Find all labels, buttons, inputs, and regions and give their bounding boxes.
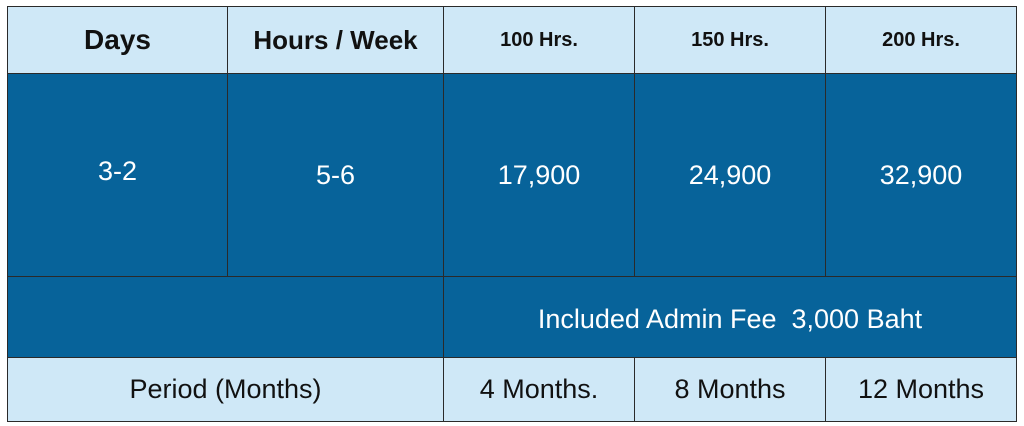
days-value: 3-2: [97, 155, 138, 186]
period-200: 12 Months: [825, 357, 1017, 422]
pricing-table-container: Days Hours / Week 100 Hrs. 150 Hrs. 200 …: [7, 6, 1017, 422]
price-150-value: 24,900: [688, 159, 772, 190]
header-row: Days Hours / Week 100 Hrs. 150 Hrs. 200 …: [7, 6, 1017, 74]
hours-week-value: 5-6: [315, 159, 356, 190]
cell-price-200: 32,900: [825, 73, 1017, 277]
header-150-hrs: 150 Hrs.: [634, 6, 826, 74]
cell-price-150: 24,900: [634, 73, 826, 277]
header-days: Days: [7, 6, 228, 74]
price-200-value: 32,900: [879, 159, 963, 190]
admin-fee-cell: Included Admin Fee 3,000 Baht: [443, 276, 1017, 358]
admin-fee-blank-cell: [7, 276, 444, 358]
pricing-table: Days Hours / Week 100 Hrs. 150 Hrs. 200 …: [7, 6, 1017, 422]
admin-fee-text: Included Admin Fee 3,000 Baht: [537, 303, 923, 334]
period-label: Period (Months): [7, 357, 444, 422]
header-hours-week: Hours / Week: [227, 6, 444, 74]
cell-days: 3-2: [7, 73, 228, 277]
cell-hours-week: 5-6: [227, 73, 444, 277]
header-100-hrs: 100 Hrs.: [443, 6, 635, 74]
price-row: 3-2 5-6 17,900 24,900 32,900: [7, 73, 1017, 277]
header-200-hrs: 200 Hrs.: [825, 6, 1017, 74]
admin-fee-row: Included Admin Fee 3,000 Baht: [7, 276, 1017, 358]
period-row: Period (Months) 4 Months. 8 Months 12 Mo…: [7, 357, 1017, 422]
period-100: 4 Months.: [443, 357, 635, 422]
cell-price-100: 17,900: [443, 73, 635, 277]
price-100-value: 17,900: [497, 159, 581, 190]
period-150: 8 Months: [634, 357, 826, 422]
